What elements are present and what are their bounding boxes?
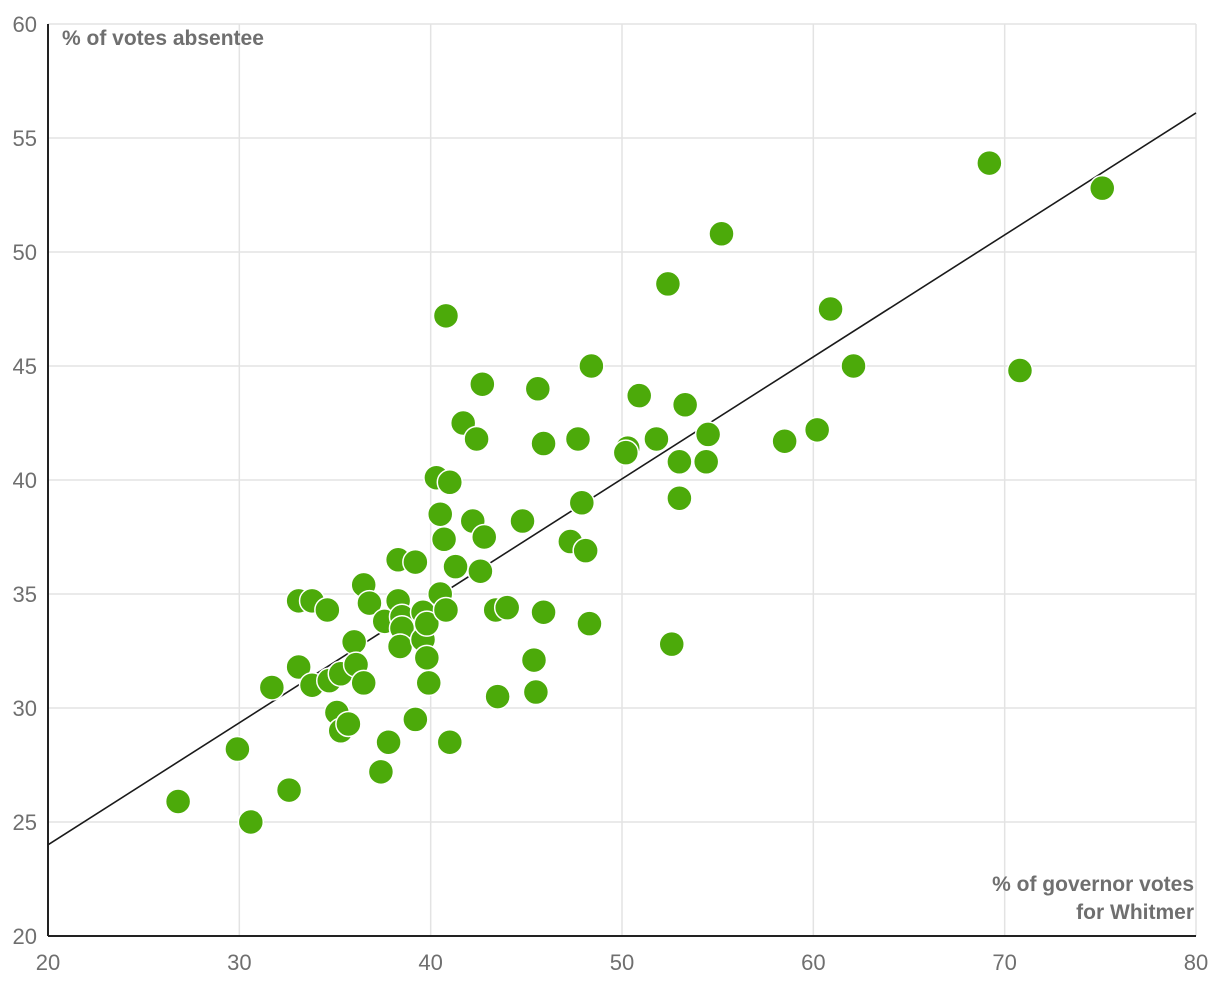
x-tick-label: 60 (801, 950, 825, 975)
scatter-point (666, 448, 693, 476)
scatter-point (335, 710, 362, 738)
scatter-point (467, 557, 494, 585)
scatter-point (436, 469, 464, 496)
data-points (164, 149, 1116, 836)
scatter-point (817, 295, 844, 323)
scatter-point (432, 596, 460, 624)
y-tick-label: 20 (13, 924, 37, 949)
scatter-point (578, 352, 605, 380)
scatter-point (413, 610, 441, 637)
scatter-point (976, 149, 1003, 177)
scatter-point (625, 382, 653, 409)
x-tick-label: 80 (1184, 950, 1208, 975)
y-tick-label: 30 (13, 696, 37, 721)
trend-line (47, 112, 1197, 846)
scatter-point (164, 788, 192, 815)
x-axis-title-line-2: for Whitmer (1076, 901, 1194, 924)
x-tick-label: 50 (610, 950, 634, 975)
y-tick-labels: 20 25 30 35 40 45 50 55 60 (13, 12, 37, 949)
scatter-point (564, 425, 592, 453)
scatter-point (470, 523, 498, 551)
y-tick-label: 60 (13, 12, 37, 37)
scatter-point (402, 706, 429, 733)
scatter-point (671, 391, 699, 419)
y-tick-label: 35 (13, 582, 37, 607)
scatter-point (356, 589, 383, 617)
scatter-point (350, 669, 377, 697)
scatter-point (386, 633, 414, 660)
scatter-point (415, 669, 443, 697)
y-tick-label: 45 (13, 354, 37, 379)
scatter-point (375, 728, 402, 756)
scatter-point (840, 352, 867, 380)
scatter-point (572, 537, 599, 564)
scatter-point (524, 375, 552, 403)
y-tick-label: 40 (13, 468, 37, 493)
scatter-point (436, 728, 464, 756)
scatter-point (520, 646, 548, 674)
scatter-point (658, 630, 685, 658)
scatter-point (803, 416, 831, 444)
scatter-point (522, 678, 550, 706)
trend-line-group (47, 112, 1197, 846)
scatter-point (275, 776, 303, 804)
scatter-point (1088, 174, 1116, 202)
x-tick-label: 30 (227, 950, 251, 975)
y-tick-label: 50 (13, 240, 37, 265)
scatter-point (493, 594, 521, 621)
scatter-point (432, 302, 460, 330)
x-tick-labels: 20 30 40 50 60 70 80 (36, 950, 1208, 975)
scatter-point (224, 735, 251, 763)
y-axis-title: % of votes absentee (62, 27, 264, 50)
scatter-point (314, 596, 341, 624)
scatter-point (426, 500, 454, 528)
x-tick-label: 20 (36, 950, 60, 975)
scatter-point (285, 653, 312, 681)
x-axis-title-line-1: % of governor votes (992, 873, 1194, 896)
scatter-point (484, 683, 511, 710)
scatter-point (576, 610, 603, 637)
scatter-point (666, 484, 693, 512)
y-tick-label: 25 (13, 810, 37, 835)
scatter-point (530, 598, 557, 626)
scatter-point (463, 425, 490, 453)
x-tick-label: 40 (418, 950, 442, 975)
scatter-point (692, 448, 720, 476)
scatter-point (643, 425, 670, 453)
scatter-point (402, 548, 429, 576)
y-tick-label: 55 (13, 126, 37, 151)
x-tick-label: 70 (992, 950, 1016, 975)
scatter-point (258, 674, 286, 701)
axes (47, 24, 1196, 937)
scatter-point (509, 507, 536, 535)
scatter-point (654, 270, 682, 298)
scatter-point (430, 526, 458, 553)
scatter-point (694, 421, 722, 448)
scatter-point (530, 430, 557, 457)
scatter-point (237, 808, 265, 836)
horizontal-gridlines (48, 23, 1196, 823)
scatter-point (442, 553, 469, 580)
scatter-point (469, 370, 496, 398)
scatter-point (708, 220, 735, 248)
scatter-point (1006, 357, 1034, 384)
scatter-point (367, 758, 395, 786)
scatter-point (413, 644, 441, 672)
scatter-point (771, 427, 798, 455)
scatter-point (340, 628, 368, 656)
scatter-point (568, 489, 596, 517)
scatter-point (612, 439, 640, 466)
